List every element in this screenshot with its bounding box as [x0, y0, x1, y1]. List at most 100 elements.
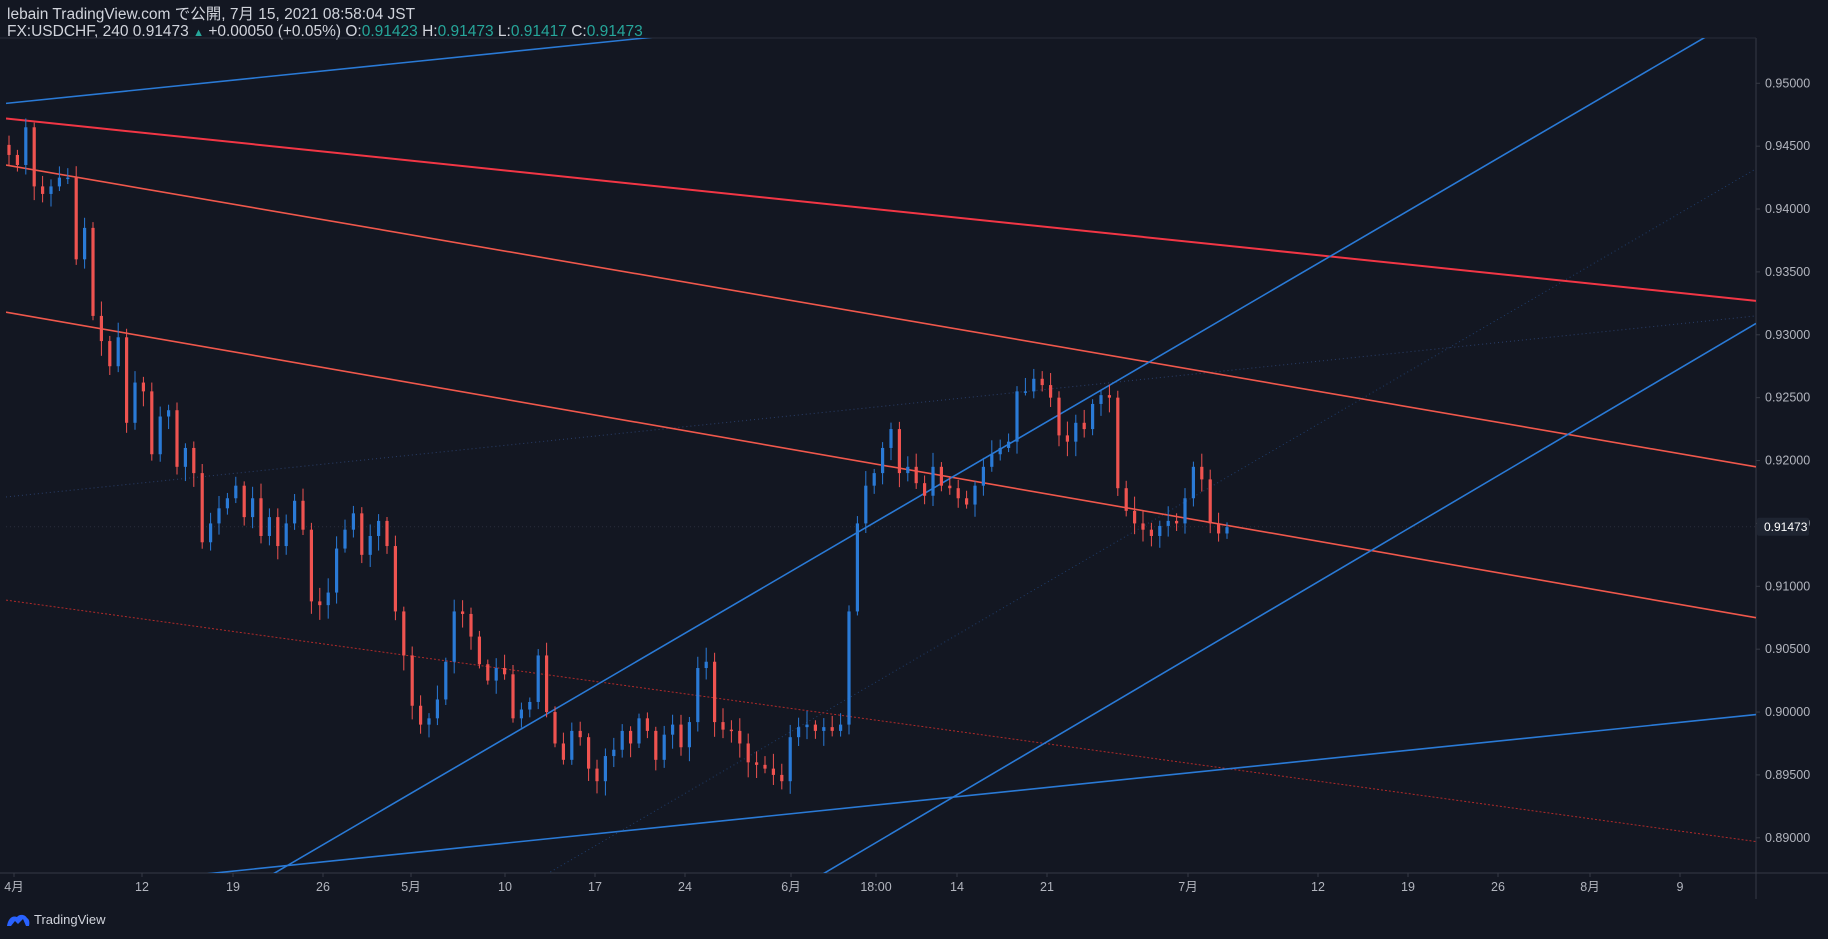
candle[interactable]: [1032, 368, 1036, 399]
candle[interactable]: [855, 516, 859, 616]
candle[interactable]: [1116, 390, 1120, 496]
candle[interactable]: [939, 462, 943, 492]
candle[interactable]: [654, 726, 658, 771]
candle[interactable]: [133, 371, 137, 430]
candle[interactable]: [444, 657, 448, 705]
candle[interactable]: [1225, 522, 1229, 539]
candle[interactable]: [461, 600, 465, 628]
candle[interactable]: [528, 697, 532, 718]
candle[interactable]: [721, 708, 725, 739]
candle[interactable]: [267, 508, 271, 546]
candle[interactable]: [368, 524, 372, 567]
candle[interactable]: [276, 508, 280, 560]
trend-blue-channel-lower[interactable]: [816, 322, 1756, 878]
candle[interactable]: [435, 685, 439, 726]
candle[interactable]: [561, 732, 565, 765]
candle[interactable]: [629, 726, 633, 758]
candle[interactable]: [108, 335, 112, 376]
candle[interactable]: [570, 722, 574, 765]
trend-blue-bottom[interactable]: [166, 713, 1756, 878]
candle[interactable]: [813, 720, 817, 739]
candle[interactable]: [326, 578, 330, 619]
candle[interactable]: [309, 522, 313, 614]
candle[interactable]: [1065, 421, 1069, 457]
candle[interactable]: [763, 756, 767, 774]
candle[interactable]: [486, 659, 490, 685]
candle[interactable]: [1082, 409, 1086, 438]
candle[interactable]: [1133, 496, 1137, 535]
candle[interactable]: [956, 479, 960, 508]
trend-red-top[interactable]: [6, 117, 1756, 302]
candle[interactable]: [377, 514, 381, 551]
candle[interactable]: [1099, 389, 1103, 416]
candle[interactable]: [1049, 373, 1053, 407]
candle[interactable]: [200, 464, 204, 549]
trendlines[interactable]: [6, 32, 1756, 878]
candle[interactable]: [578, 721, 582, 746]
candle[interactable]: [150, 382, 154, 461]
symbol-label[interactable]: FX:USDCHF, 240: [7, 23, 129, 40]
candle[interactable]: [1166, 506, 1170, 537]
candle[interactable]: [1200, 453, 1204, 492]
candle[interactable]: [1149, 522, 1153, 547]
candle[interactable]: [452, 599, 456, 674]
candle[interactable]: [1107, 384, 1111, 413]
candle[interactable]: [771, 753, 775, 785]
candle[interactable]: [116, 322, 120, 373]
candle[interactable]: [99, 301, 103, 356]
candle[interactable]: [679, 714, 683, 756]
candle[interactable]: [897, 421, 901, 488]
candle[interactable]: [259, 483, 263, 544]
candle[interactable]: [1175, 513, 1179, 531]
candle[interactable]: [1124, 480, 1128, 517]
candle[interactable]: [83, 217, 87, 269]
candle[interactable]: [1074, 414, 1078, 457]
candle[interactable]: [469, 607, 473, 650]
candle[interactable]: [990, 440, 994, 472]
candle[interactable]: [671, 714, 675, 749]
candle[interactable]: [1183, 488, 1187, 534]
candle[interactable]: [293, 494, 297, 530]
candle[interactable]: [427, 713, 431, 738]
candle[interactable]: [7, 135, 11, 166]
candlesticks[interactable]: [7, 118, 1229, 796]
candle[interactable]: [713, 652, 717, 737]
candle[interactable]: [125, 328, 129, 433]
candle[interactable]: [1007, 433, 1011, 453]
candle[interactable]: [74, 166, 78, 265]
candle[interactable]: [973, 481, 977, 517]
candle[interactable]: [494, 658, 498, 694]
candle[interactable]: [477, 630, 481, 669]
candle[interactable]: [595, 759, 599, 794]
candle[interactable]: [318, 587, 322, 620]
candle[interactable]: [1040, 371, 1044, 392]
candle[interactable]: [209, 512, 213, 551]
candle[interactable]: [511, 664, 515, 723]
candle[interactable]: [183, 443, 187, 482]
candle[interactable]: [503, 654, 507, 680]
candle[interactable]: [931, 452, 935, 506]
candle[interactable]: [603, 748, 607, 796]
candle[interactable]: [872, 468, 876, 494]
candle[interactable]: [881, 442, 885, 485]
time-axis[interactable]: 4月 12 19 26 5月 10 17 24 6月 18:00 14 21 7月 12 19 26 8月 9: [4, 873, 1684, 894]
candle[interactable]: [32, 122, 36, 201]
candle[interactable]: [1191, 461, 1195, 507]
candle[interactable]: [1057, 391, 1061, 447]
candle[interactable]: [755, 751, 759, 779]
candle[interactable]: [66, 168, 70, 185]
candle[interactable]: [839, 713, 843, 737]
candle[interactable]: [234, 476, 238, 504]
candle[interactable]: [637, 713, 641, 749]
candle[interactable]: [981, 457, 985, 496]
trend-blue-channel-upper[interactable]: [266, 37, 1706, 878]
candle[interactable]: [696, 656, 700, 732]
candle[interactable]: [1217, 512, 1221, 542]
candle[interactable]: [393, 535, 397, 621]
candle[interactable]: [553, 706, 557, 748]
candle[interactable]: [49, 179, 53, 207]
candle[interactable]: [822, 718, 826, 746]
candle[interactable]: [158, 406, 162, 462]
candle[interactable]: [343, 519, 347, 553]
